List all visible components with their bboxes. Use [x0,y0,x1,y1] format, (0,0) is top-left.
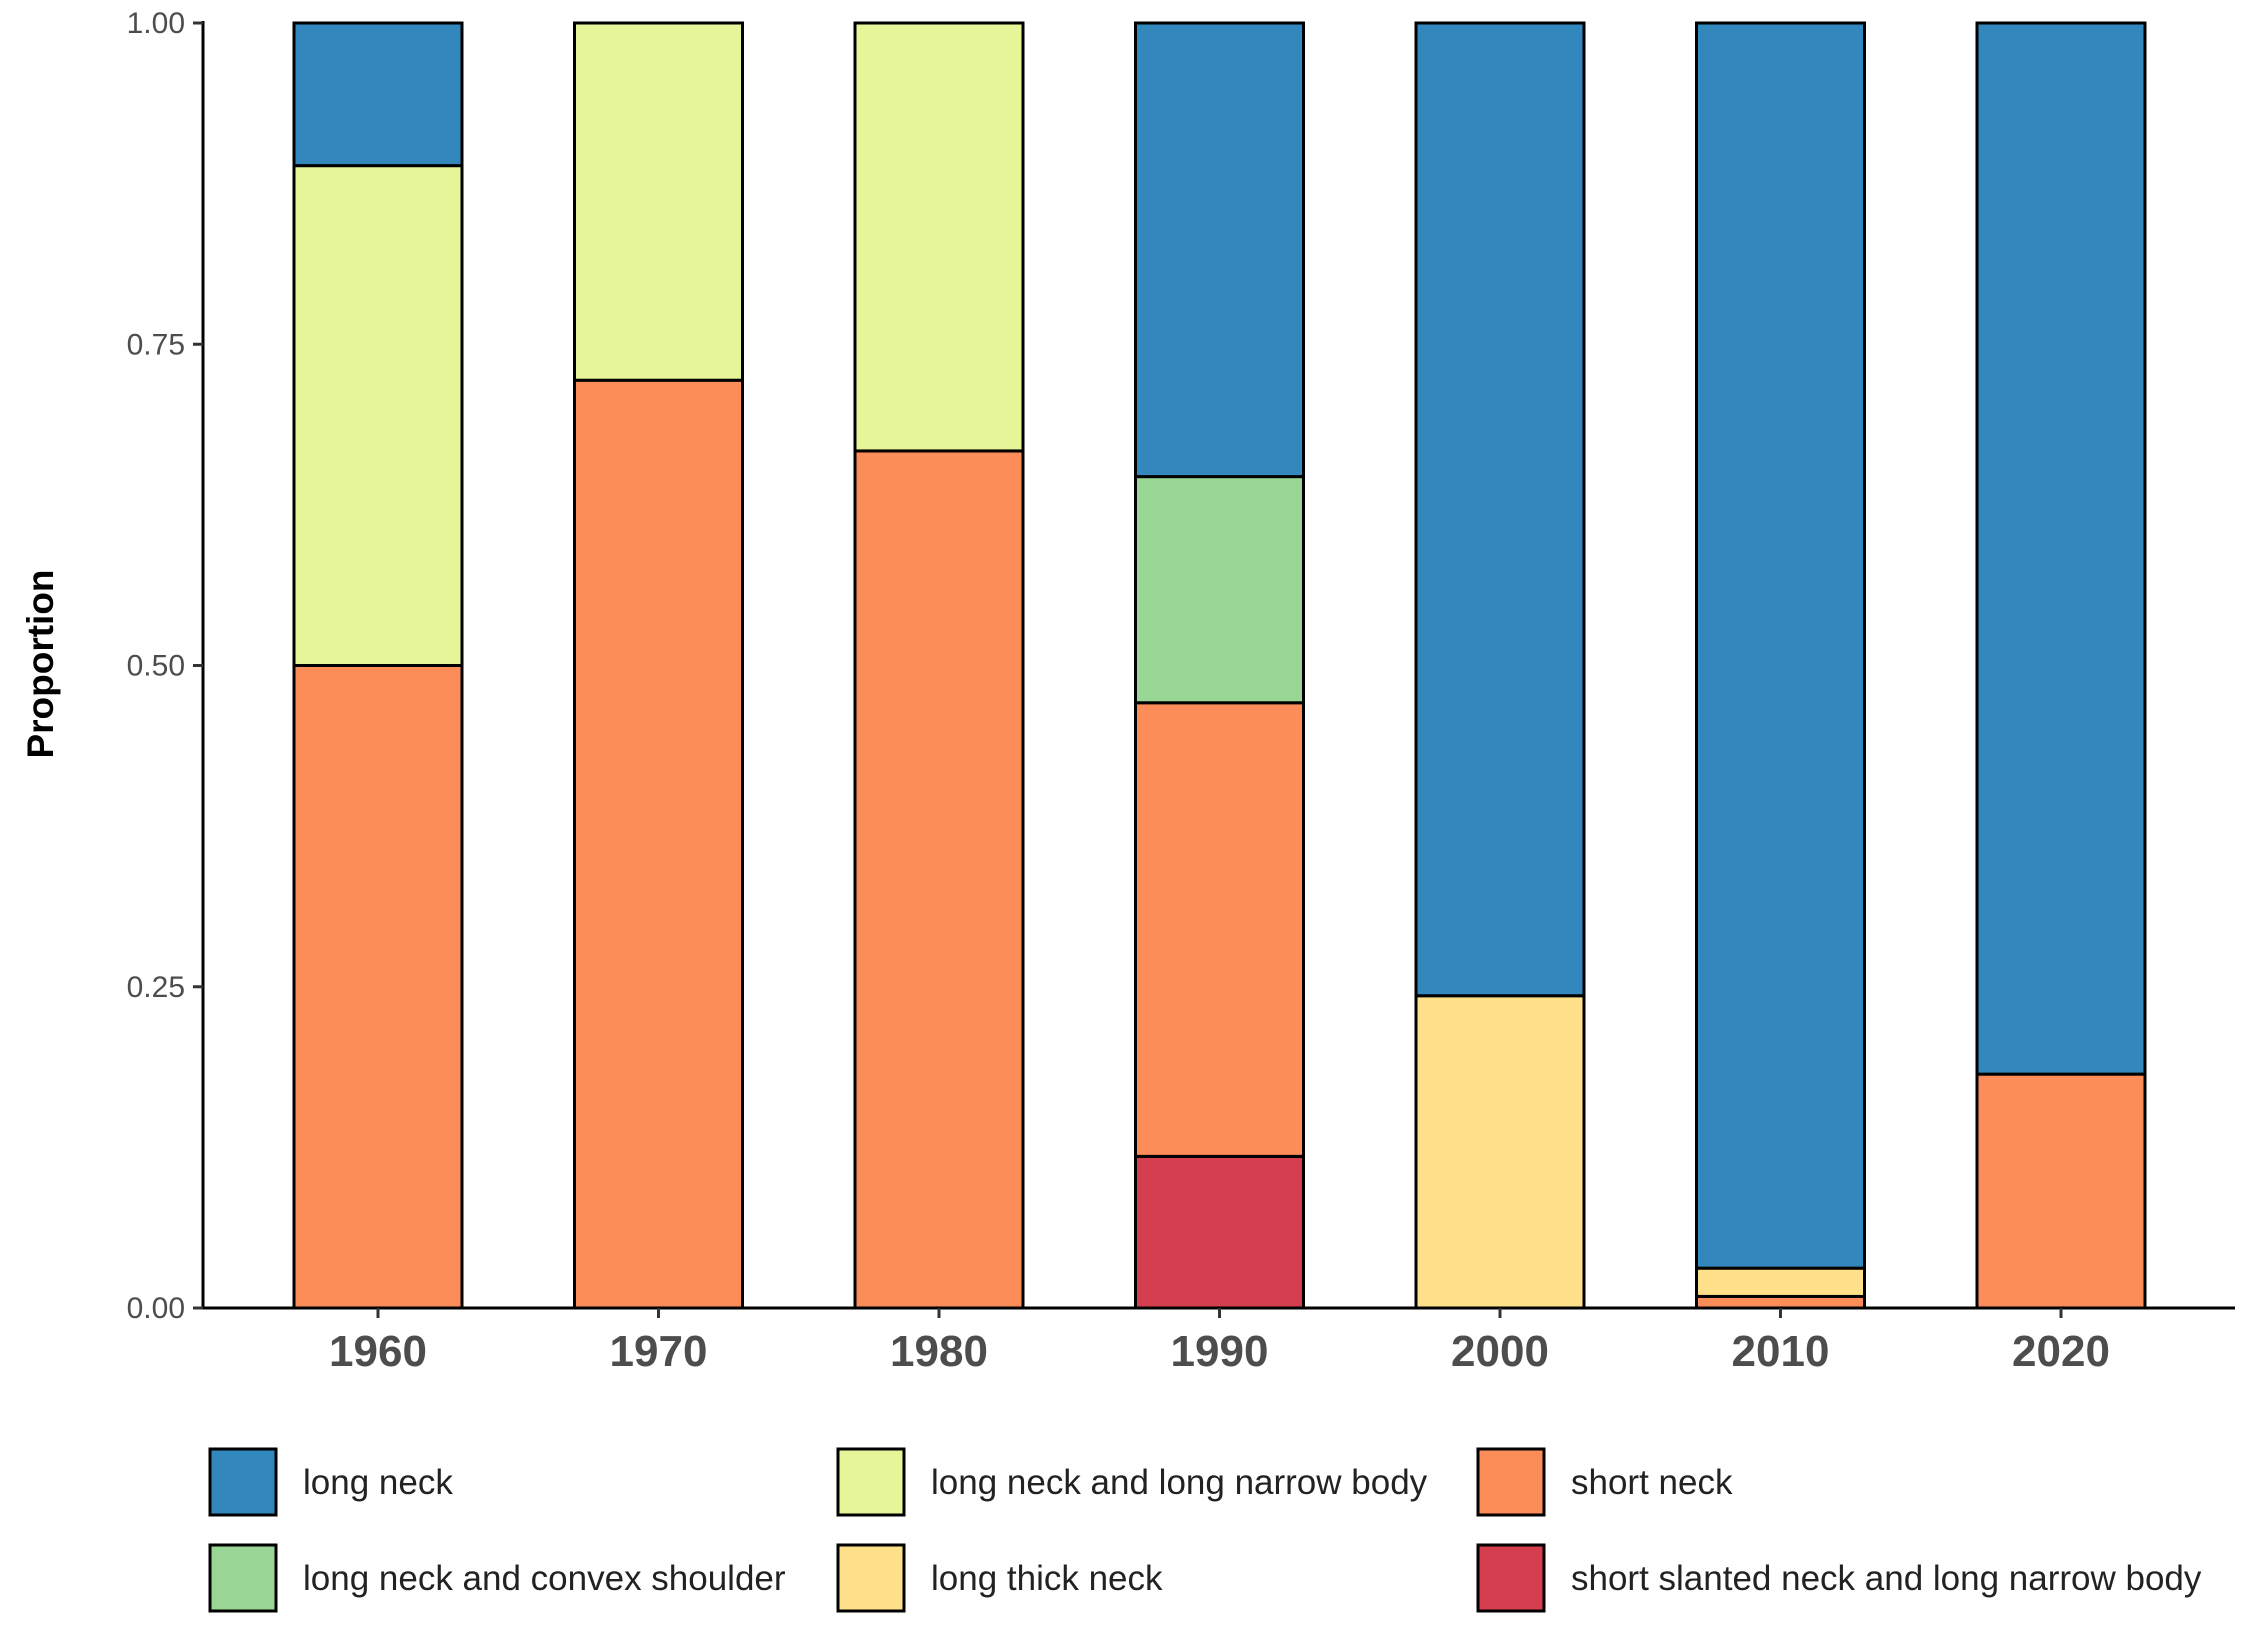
legend-key-long-neck [208,1447,278,1517]
legend-label-short-slanted-neck-and-long-narrow-body: short slanted neck and long narrow body [1571,1559,2202,1598]
bar-segment-2000-long-thick-neck [1414,994,1586,1310]
bar-segment-2020-short-neck [1975,1072,2147,1310]
bar-segment-1980-short-neck [853,449,1025,1310]
x-tick-label: 1990 [1171,1327,1269,1376]
bar-segment-1980-long-neck-and-long-narrow-body [853,21,1025,453]
legend-label-long-thick-neck: long thick neck [931,1559,1163,1598]
legend-key-short-neck [1476,1447,1546,1517]
x-tick-label: 1960 [329,1327,427,1376]
x-tick-label: 2010 [1732,1327,1830,1376]
legend-label-long-neck-and-long-narrow-body: long neck and long narrow body [931,1463,1428,1502]
legend-key-long-neck-and-long-narrow-body [836,1447,906,1517]
legend-label-long-neck-and-convex-shoulder: long neck and convex shoulder [303,1559,786,1598]
bar-segment-2020-long-neck [1975,21,2147,1076]
bar-segment-1960-long-neck-and-long-narrow-body [292,164,464,667]
legend-key-short-slanted-neck-and-long-narrow-body [1476,1543,1546,1613]
x-tick-label: 2020 [2012,1327,2110,1376]
bar-segment-1970-short-neck [573,378,744,1310]
bar-segment-1960-long-neck [292,21,464,168]
bar-segment-1990-short-slanted-neck-and-long-narrow-body [1134,1154,1305,1310]
legend-label-long-neck: long neck [303,1463,453,1502]
y-tick-label: 0.50 [127,650,185,683]
y-tick-label: 0.25 [127,971,185,1004]
y-tick-label: 0.00 [127,1292,185,1325]
bar-segment-2010-long-neck [1695,21,1866,1270]
x-tick-label: 1980 [890,1327,988,1376]
bar-segment-1970-long-neck-and-long-narrow-body [573,21,744,382]
y-tick-label: 0.75 [127,328,185,361]
y-tick-label: 1.00 [127,7,185,40]
legend-label-short-neck: short neck [1571,1463,1733,1502]
x-tick-label: 1970 [610,1327,708,1376]
bar-segment-2000-long-neck [1414,21,1586,998]
bar-segment-1960-short-neck [292,664,464,1310]
x-tick-label: 2000 [1451,1327,1549,1376]
legend-key-long-neck-and-convex-shoulder [208,1543,278,1613]
plot-area: 0.00 0.25 0.50 0.75 1.00 1960 1970 1980 1990 2000… [127,7,2235,1376]
bar-segment-1990-long-neck [1134,21,1305,479]
bar-segment-2010-long-thick-neck [1695,1266,1866,1298]
bar-segment-2010-short-neck [1695,1294,1866,1310]
legend: long neck long neck and long narrow body s… [208,1447,2202,1613]
legend-key-long-thick-neck [836,1543,906,1613]
y-axis-label: Proportion [20,569,61,758]
bar-segment-1990-short-neck [1134,701,1305,1158]
bar-segment-1990-long-neck-and-convex-shoulder [1134,475,1305,705]
